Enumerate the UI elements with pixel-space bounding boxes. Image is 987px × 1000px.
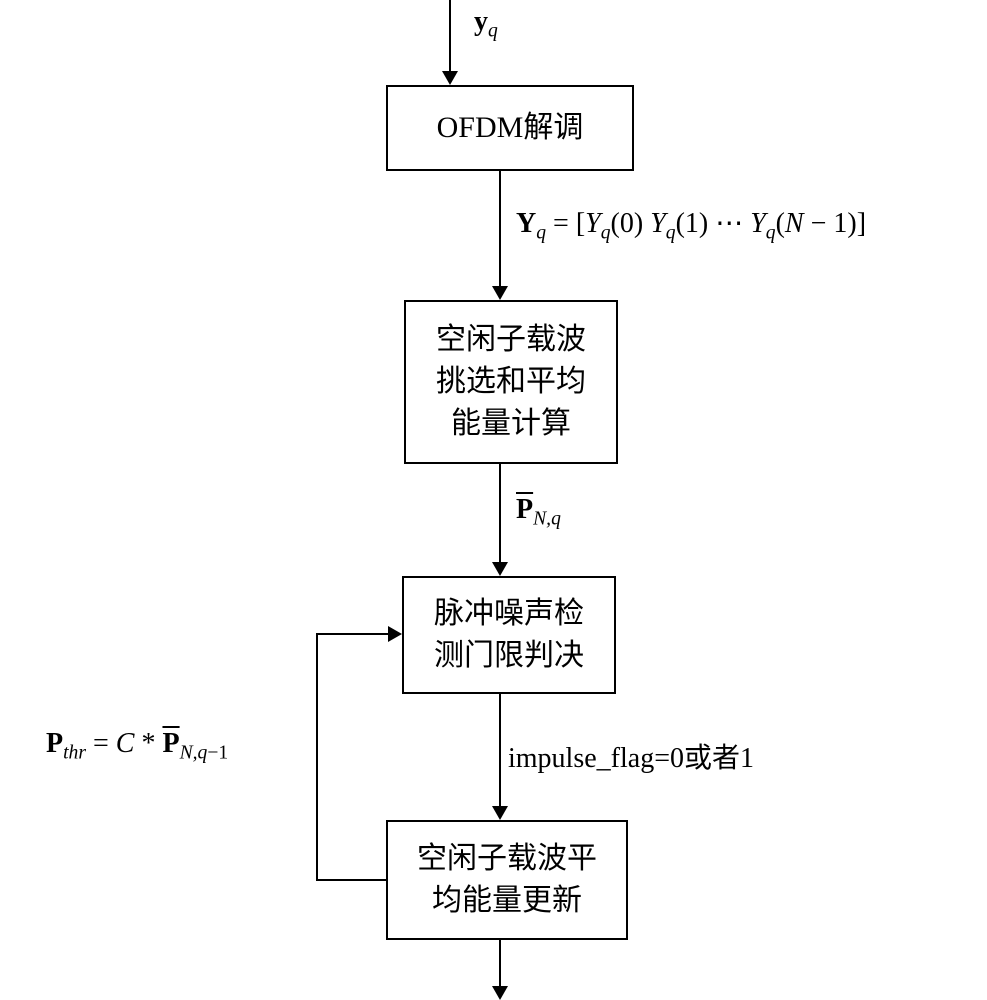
arrow3-line xyxy=(499,464,501,562)
box3-text: 脉冲噪声检测门限判决 xyxy=(434,593,584,677)
arrow4-line xyxy=(499,694,501,806)
feedback-v xyxy=(316,634,318,881)
arrow5-head xyxy=(492,986,508,1000)
label-pnq: PN,q xyxy=(516,494,561,531)
box-ofdm-demod: OFDM解调 xyxy=(386,85,634,171)
feedback-head xyxy=(388,626,402,642)
label-input: yq xyxy=(474,6,498,43)
box4-text: 空闲子载波平均能量更新 xyxy=(417,838,597,922)
arrow4-head xyxy=(492,806,508,820)
feedback-h1 xyxy=(316,879,386,881)
label-yq-vector: Yq = [Yq(0) Yq(1) ⋯ Yq(N − 1)] xyxy=(516,206,866,245)
arrow2-head xyxy=(492,286,508,300)
box-subcarrier-select: 空闲子载波挑选和平均能量计算 xyxy=(404,300,618,464)
label-pthr: Pthr = C * PN,q−1 xyxy=(46,728,228,765)
arrow2-line xyxy=(499,171,501,286)
arrow5-line xyxy=(499,940,501,986)
arrow1-head xyxy=(442,71,458,85)
label-impulse: impulse_flag=0或者1 xyxy=(508,736,754,776)
arrow3-head xyxy=(492,562,508,576)
arrow1-line xyxy=(449,0,451,71)
box2-text: 空闲子载波挑选和平均能量计算 xyxy=(436,319,586,445)
box-energy-update: 空闲子载波平均能量更新 xyxy=(386,820,628,940)
box1-text: OFDM解调 xyxy=(437,107,584,149)
feedback-h2 xyxy=(316,633,388,635)
flowchart-container: OFDM解调 空闲子载波挑选和平均能量计算 脉冲噪声检测门限判决 空闲子载波平均… xyxy=(0,0,987,1000)
box-threshold-decision: 脉冲噪声检测门限判决 xyxy=(402,576,616,694)
